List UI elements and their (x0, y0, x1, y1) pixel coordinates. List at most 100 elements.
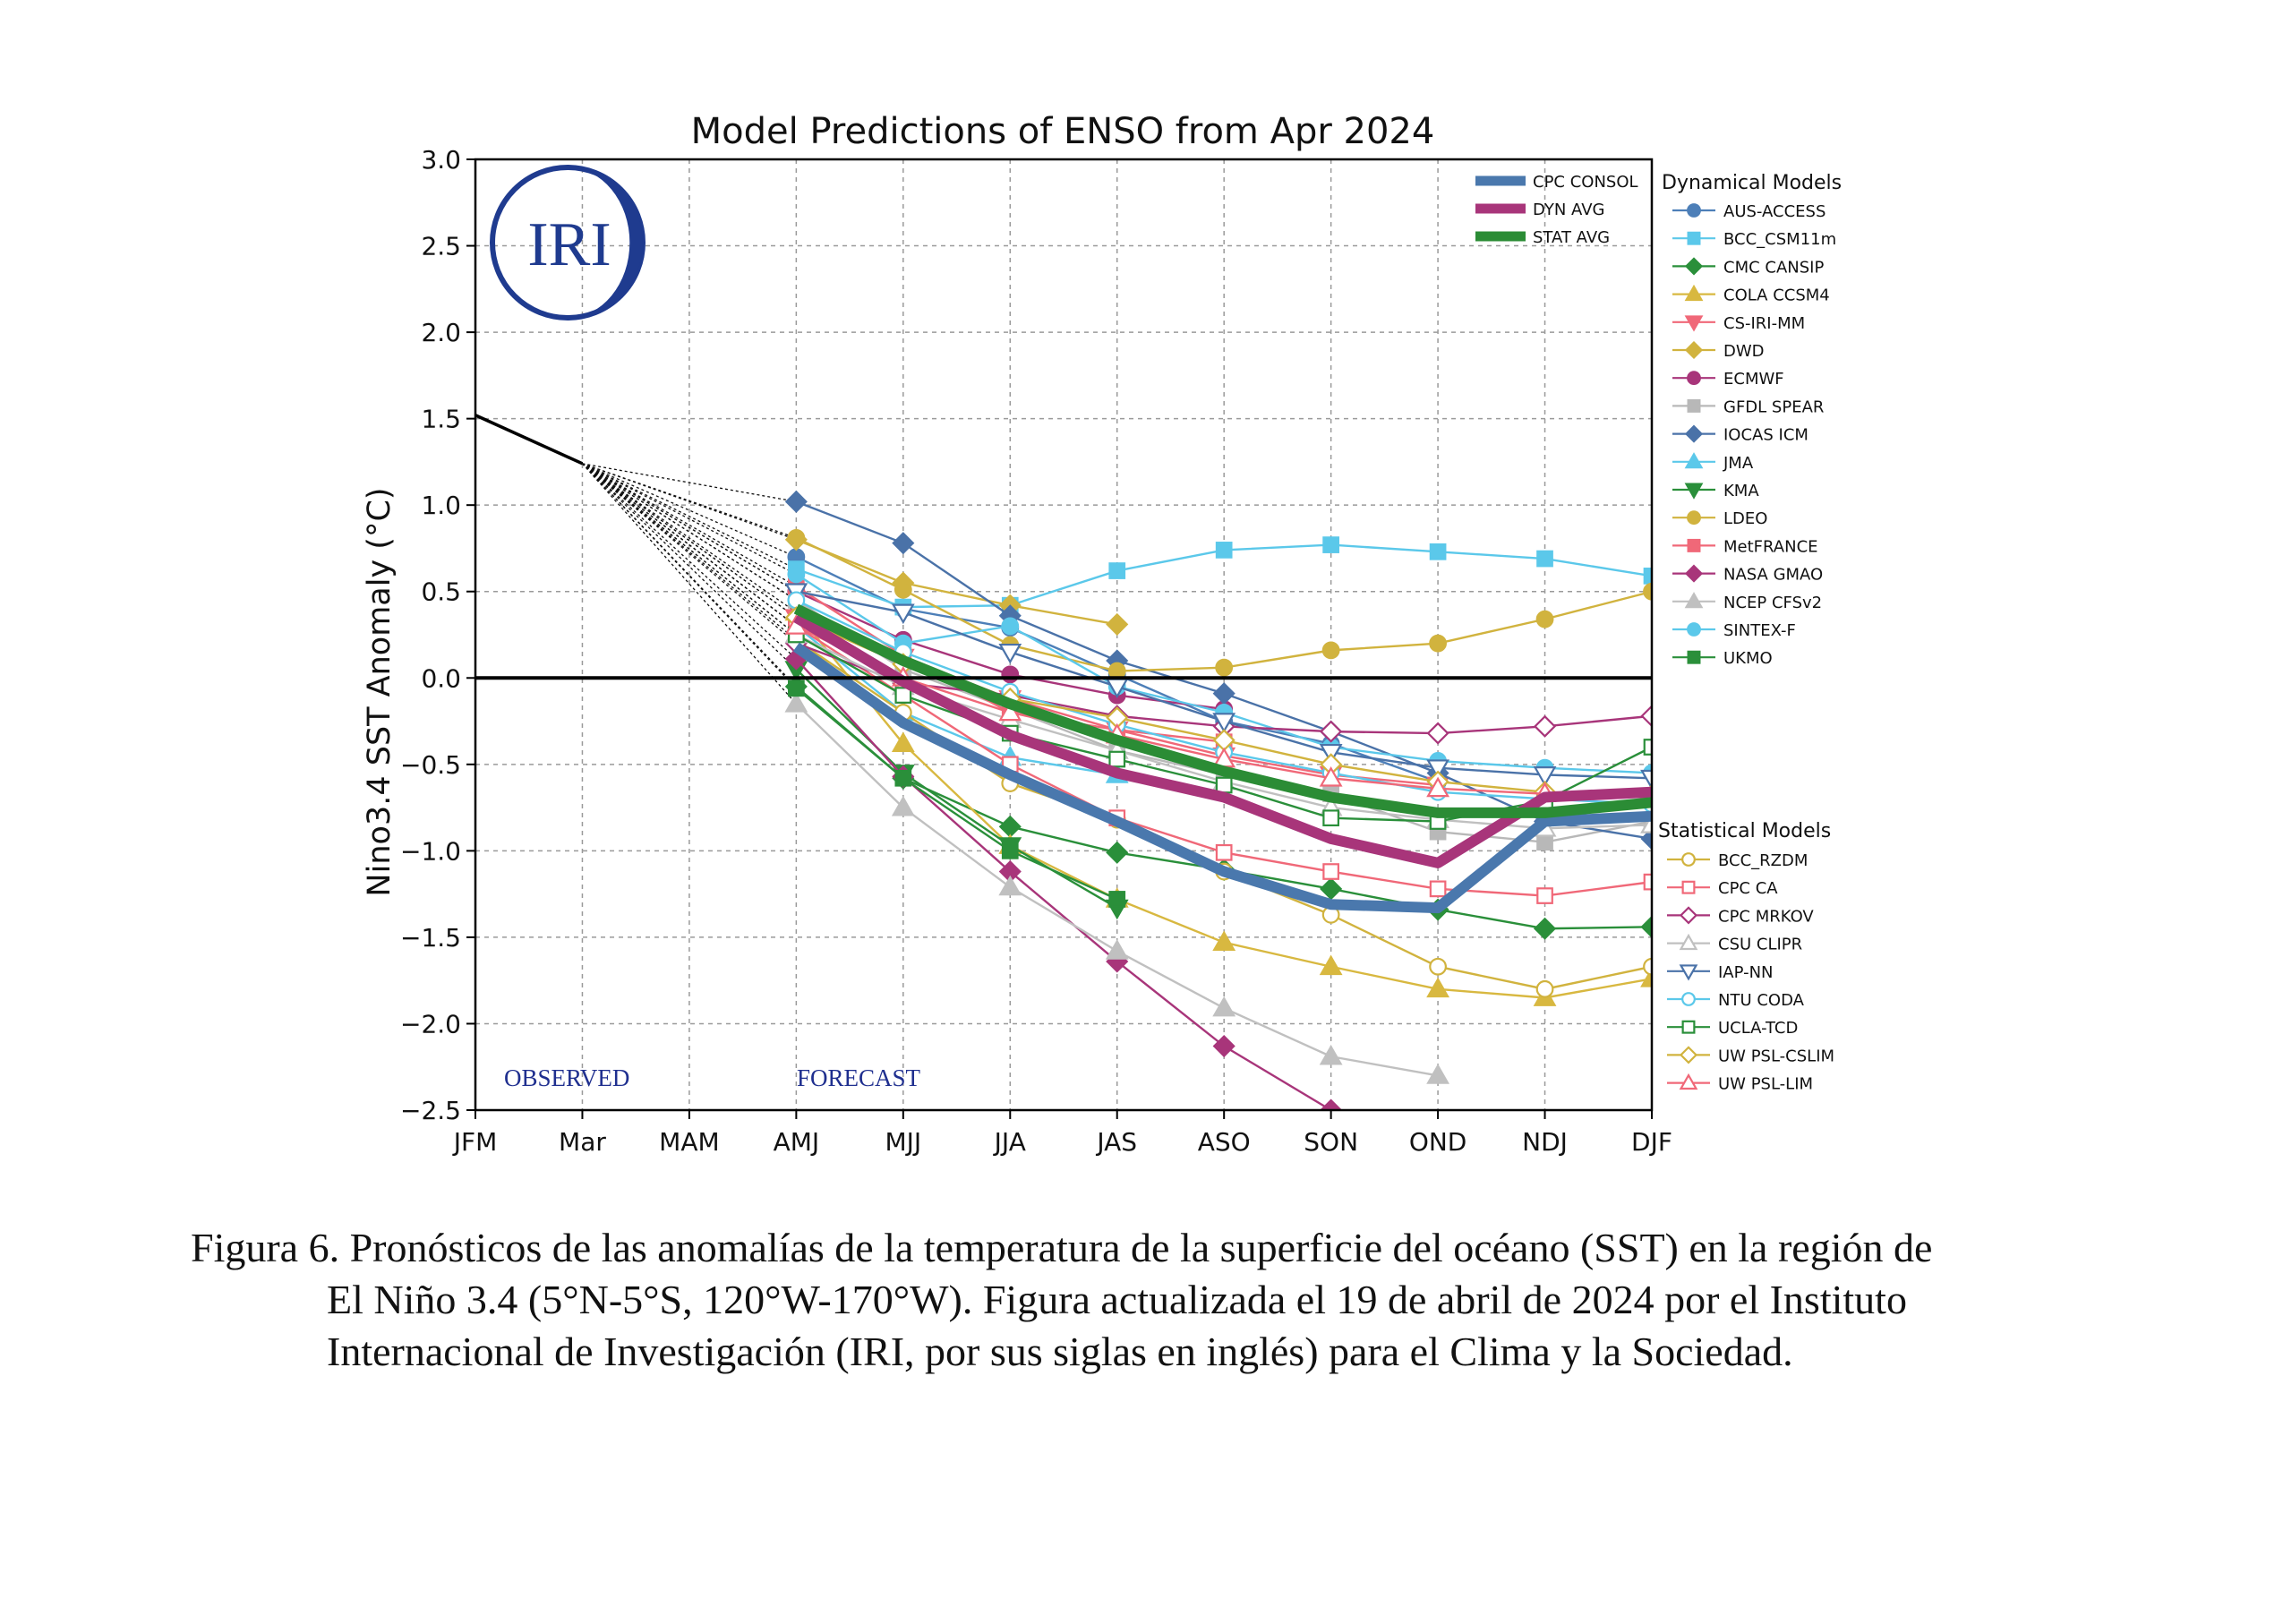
y-tick-label: 0.0 (421, 663, 461, 693)
connector-line (582, 463, 797, 636)
legend-label-gfdl-spear: GFDL SPEAR (1723, 397, 1824, 416)
data-point (1687, 371, 1701, 386)
connector-line (582, 463, 797, 671)
legend-label-ncep-cfsv2: NCEP CFSv2 (1723, 594, 1822, 612)
data-point (1679, 964, 1698, 981)
data-point (1684, 424, 1704, 443)
connector-line (581, 463, 797, 689)
data-point (1429, 880, 1447, 898)
x-tick-label: JJA (993, 1127, 1026, 1157)
data-point (1687, 510, 1701, 526)
data-point (1322, 809, 1339, 827)
data-point (1533, 766, 1557, 787)
data-point (1536, 887, 1553, 904)
data-point (1681, 880, 1696, 894)
connector-line (582, 463, 797, 558)
x-tick-label: JAS (1095, 1127, 1137, 1157)
data-point (1535, 610, 1554, 628)
data-point (1640, 827, 1652, 850)
legend-label-nasa-gmao: NASA GMAO (1723, 566, 1823, 585)
x-tick-label: JFM (452, 1127, 498, 1157)
data-point (1533, 917, 1557, 940)
data-point (998, 815, 1022, 838)
series-line (795, 668, 1118, 910)
data-point (1319, 954, 1343, 976)
connector-line (582, 463, 797, 539)
data-point (1426, 776, 1449, 798)
connector-line (582, 463, 797, 645)
connector-line (582, 463, 797, 587)
data-point (998, 700, 1022, 722)
series-bcc-csm11m (788, 536, 1652, 616)
connector-line (582, 463, 797, 627)
legend-label-ntu-coda: NTU CODA (1718, 991, 1805, 1010)
y-tick-label: 0.5 (421, 577, 461, 607)
data-point (1679, 1046, 1698, 1064)
legend-label-uw-psl-lim: UW PSL-LIM (1718, 1075, 1813, 1094)
legend-label-dyn-avg: DYN AVG (1533, 201, 1604, 219)
data-point (1687, 231, 1701, 245)
connector-line (582, 463, 797, 575)
legend-label-iap-nn: IAP-NN (1718, 963, 1774, 982)
legend-title-statistical: Statistical Models (1658, 820, 1831, 842)
legend-label-cola-ccsm4: COLA CCSM4 (1723, 286, 1830, 305)
connector-line (582, 463, 797, 619)
y-tick-label: −0.5 (400, 750, 461, 780)
legend-label-cpc-consol: CPC CONSOL (1533, 173, 1638, 192)
connector-line (582, 463, 797, 641)
y-tick-label: −1.5 (400, 923, 461, 953)
legend-label-jma: JMA (1723, 454, 1754, 473)
data-point (1429, 957, 1447, 976)
data-point (1212, 682, 1236, 705)
series-line (795, 625, 1117, 776)
caption-line-1: Figura 6. Pronósticos de las anomalías d… (191, 1225, 1933, 1270)
data-point (1001, 617, 1020, 636)
data-point (1215, 776, 1233, 794)
legend-label-kma: KMA (1723, 482, 1759, 500)
data-point (1321, 641, 1340, 660)
series-line (795, 538, 1117, 626)
observed-forecast-labels: OBSERVED FORECAST (504, 1064, 921, 1091)
connector-line (582, 463, 797, 570)
data-point (1212, 1035, 1236, 1058)
data-point (1681, 992, 1696, 1006)
data-point (998, 643, 1022, 664)
legend-label-uw-psl-cslim: UW PSL-CSLIM (1718, 1047, 1834, 1065)
data-point (892, 532, 915, 555)
x-tick-label: ASO (1198, 1127, 1251, 1157)
caption-line-2: El Niño 3.4 (5°N-5°S, 120°W-170°W). Figu… (327, 1277, 1907, 1322)
legend-label-iocas-icm: IOCAS ICM (1723, 426, 1808, 445)
series-line (795, 658, 1332, 1110)
data-point (1322, 536, 1339, 553)
data-point (1106, 841, 1129, 864)
legend-label-ukmo: UKMO (1723, 649, 1773, 668)
data-point (784, 490, 808, 513)
data-point (1212, 713, 1236, 733)
data-point (1684, 340, 1704, 360)
data-point (1640, 705, 1652, 728)
data-point (1215, 542, 1233, 559)
data-point (1108, 562, 1126, 579)
y-tick-label: −1.0 (400, 836, 461, 866)
data-point (1108, 750, 1126, 768)
plot-frame (474, 158, 1654, 1112)
data-point (1320, 877, 1343, 901)
data-point (1322, 863, 1339, 880)
data-point (998, 875, 1022, 896)
data-point (1320, 1098, 1343, 1110)
data-point (1684, 592, 1704, 609)
data-point (1426, 722, 1449, 745)
data-point (1426, 977, 1449, 998)
series-ncep-cfsv2 (784, 692, 1449, 1084)
data-point (1320, 720, 1343, 743)
data-point (1426, 759, 1449, 780)
legend-label-dwd: DWD (1723, 342, 1765, 361)
legend-label-metfrance: MetFRANCE (1723, 537, 1818, 556)
legend-label-aus-access: AUS-ACCESS (1723, 202, 1826, 221)
data-point (891, 795, 915, 816)
series-layer (475, 414, 1652, 1110)
legend-title-dynamical: Dynamical Models (1662, 172, 1842, 194)
data-point (1679, 1073, 1698, 1090)
legend-label-bcc-csm11m: BCC_CSM11m (1723, 230, 1836, 249)
y-tick-label: −2.5 (400, 1096, 461, 1125)
